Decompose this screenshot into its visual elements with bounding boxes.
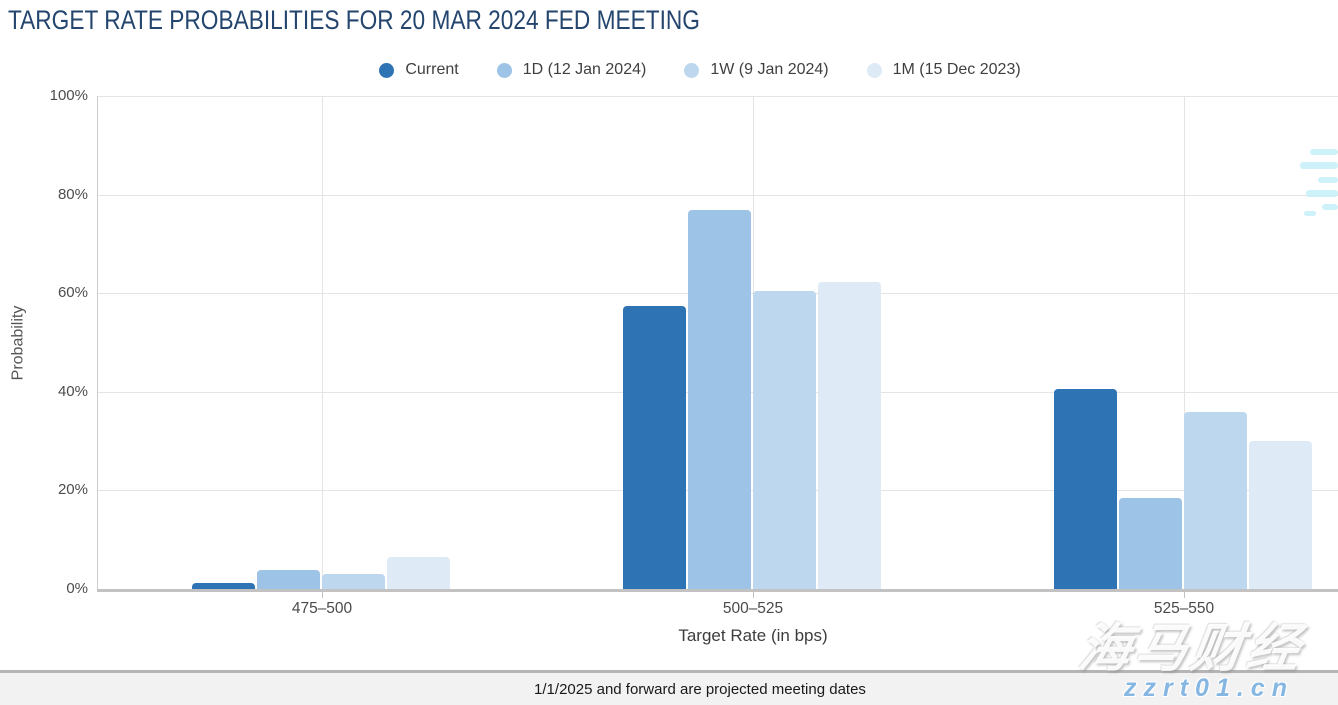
legend-item-2[interactable]: 1W (9 Jan 2024) xyxy=(684,61,829,79)
bar-1m-500-525[interactable] xyxy=(818,281,881,589)
bar-1d-525-550[interactable] xyxy=(1119,497,1182,589)
y-tick-label: 60% xyxy=(57,284,88,302)
bar-current-475-500[interactable] xyxy=(192,583,255,589)
watermark-fragment xyxy=(1322,204,1338,210)
watermark-fragment xyxy=(1304,211,1316,216)
chart-title: TARGET RATE PROBABILITIES FOR 20 MAR 202… xyxy=(8,5,700,35)
x-category-label: 525–550 xyxy=(1153,600,1215,617)
y-axis-title: Probability xyxy=(9,305,27,380)
x-axis-title: Target Rate (in bps) xyxy=(678,626,828,645)
footer-bar: 1/1/2025 and forward are projected meeti… xyxy=(0,670,1338,705)
y-tick-label: 0% xyxy=(66,580,88,597)
x-category-label: 475–500 xyxy=(291,600,353,617)
legend-item-label: 1W (9 Jan 2024) xyxy=(710,61,829,78)
bar-1d-500-525[interactable] xyxy=(688,210,751,589)
y-tick-label: 100% xyxy=(49,87,88,104)
legend-dot-icon xyxy=(684,62,700,78)
bar-1m-475-500[interactable] xyxy=(387,556,450,589)
y-axis-title-wrap: Probability xyxy=(2,96,34,589)
x-tick-mark xyxy=(322,589,323,598)
bar-1w-475-500[interactable] xyxy=(322,574,385,589)
gridline-horizontal xyxy=(97,194,1338,196)
legend-item-label: 1D (12 Jan 2024) xyxy=(522,61,647,78)
gridline-horizontal xyxy=(97,96,1338,97)
footer-note: 1/1/2025 and forward are projected meeti… xyxy=(534,680,866,698)
legend-item-1[interactable]: 1D (12 Jan 2024) xyxy=(496,61,647,79)
bar-1w-525-550[interactable] xyxy=(1184,412,1247,589)
watermark-fragment xyxy=(1300,162,1338,169)
legend-dot-icon xyxy=(496,62,512,78)
bar-current-525-550[interactable] xyxy=(1054,388,1117,589)
legend: Current 1D (12 Jan 2024) 1W (9 Jan 2024) 1M… xyxy=(0,57,1338,83)
legend-item-label: Current xyxy=(405,61,459,78)
x-tick-mark xyxy=(753,589,754,598)
y-axis-line xyxy=(97,96,98,589)
watermark-fragment xyxy=(1310,149,1338,155)
bar-1m-525-550[interactable] xyxy=(1249,440,1312,589)
watermark-fragment xyxy=(1306,190,1338,197)
gridline-vertical xyxy=(322,96,323,589)
y-tick-label: 80% xyxy=(57,185,88,203)
watermark-fragment xyxy=(1318,177,1338,183)
legend-item-3[interactable]: 1M (15 Dec 2023) xyxy=(866,61,1021,79)
x-category-label: 500–525 xyxy=(722,600,784,617)
legend-item-0[interactable]: Current xyxy=(379,61,459,79)
bar-1w-500-525[interactable] xyxy=(753,291,816,589)
legend-dot-icon xyxy=(866,62,882,78)
x-axis-line xyxy=(97,589,1338,592)
legend-item-label: 1M (15 Dec 2023) xyxy=(892,61,1021,78)
gridline-vertical xyxy=(1184,96,1185,589)
x-tick-mark xyxy=(1184,589,1185,598)
bar-1d-475-500[interactable] xyxy=(257,570,320,589)
y-tick-label: 40% xyxy=(57,382,88,400)
y-tick-label: 20% xyxy=(57,481,88,499)
bar-current-500-525[interactable] xyxy=(623,306,686,589)
legend-dot-icon xyxy=(379,62,395,78)
